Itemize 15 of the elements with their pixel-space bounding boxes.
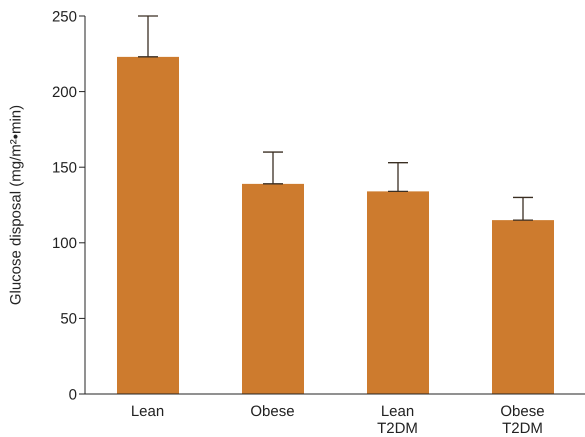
y-tick-label: 200 [52,84,77,101]
bar [117,56,179,394]
y-tick-label: 150 [52,160,77,177]
x-tick-label: Lean [130,403,164,420]
y-tick-label: 0 [68,386,77,404]
x-tick-label: Lean T2DM [377,403,418,437]
y-tick-label: 100 [52,235,77,252]
y-axis-title: Glucose disposal (mg/m²•min) [7,104,24,306]
bar [242,184,304,394]
y-tick-label: 50 [60,310,77,328]
bar [367,191,429,394]
x-tick-label: Obese [250,403,295,420]
y-tick-label: 250 [52,8,77,26]
bar [492,220,554,394]
x-tick-label: Obese T2DM [500,403,545,437]
